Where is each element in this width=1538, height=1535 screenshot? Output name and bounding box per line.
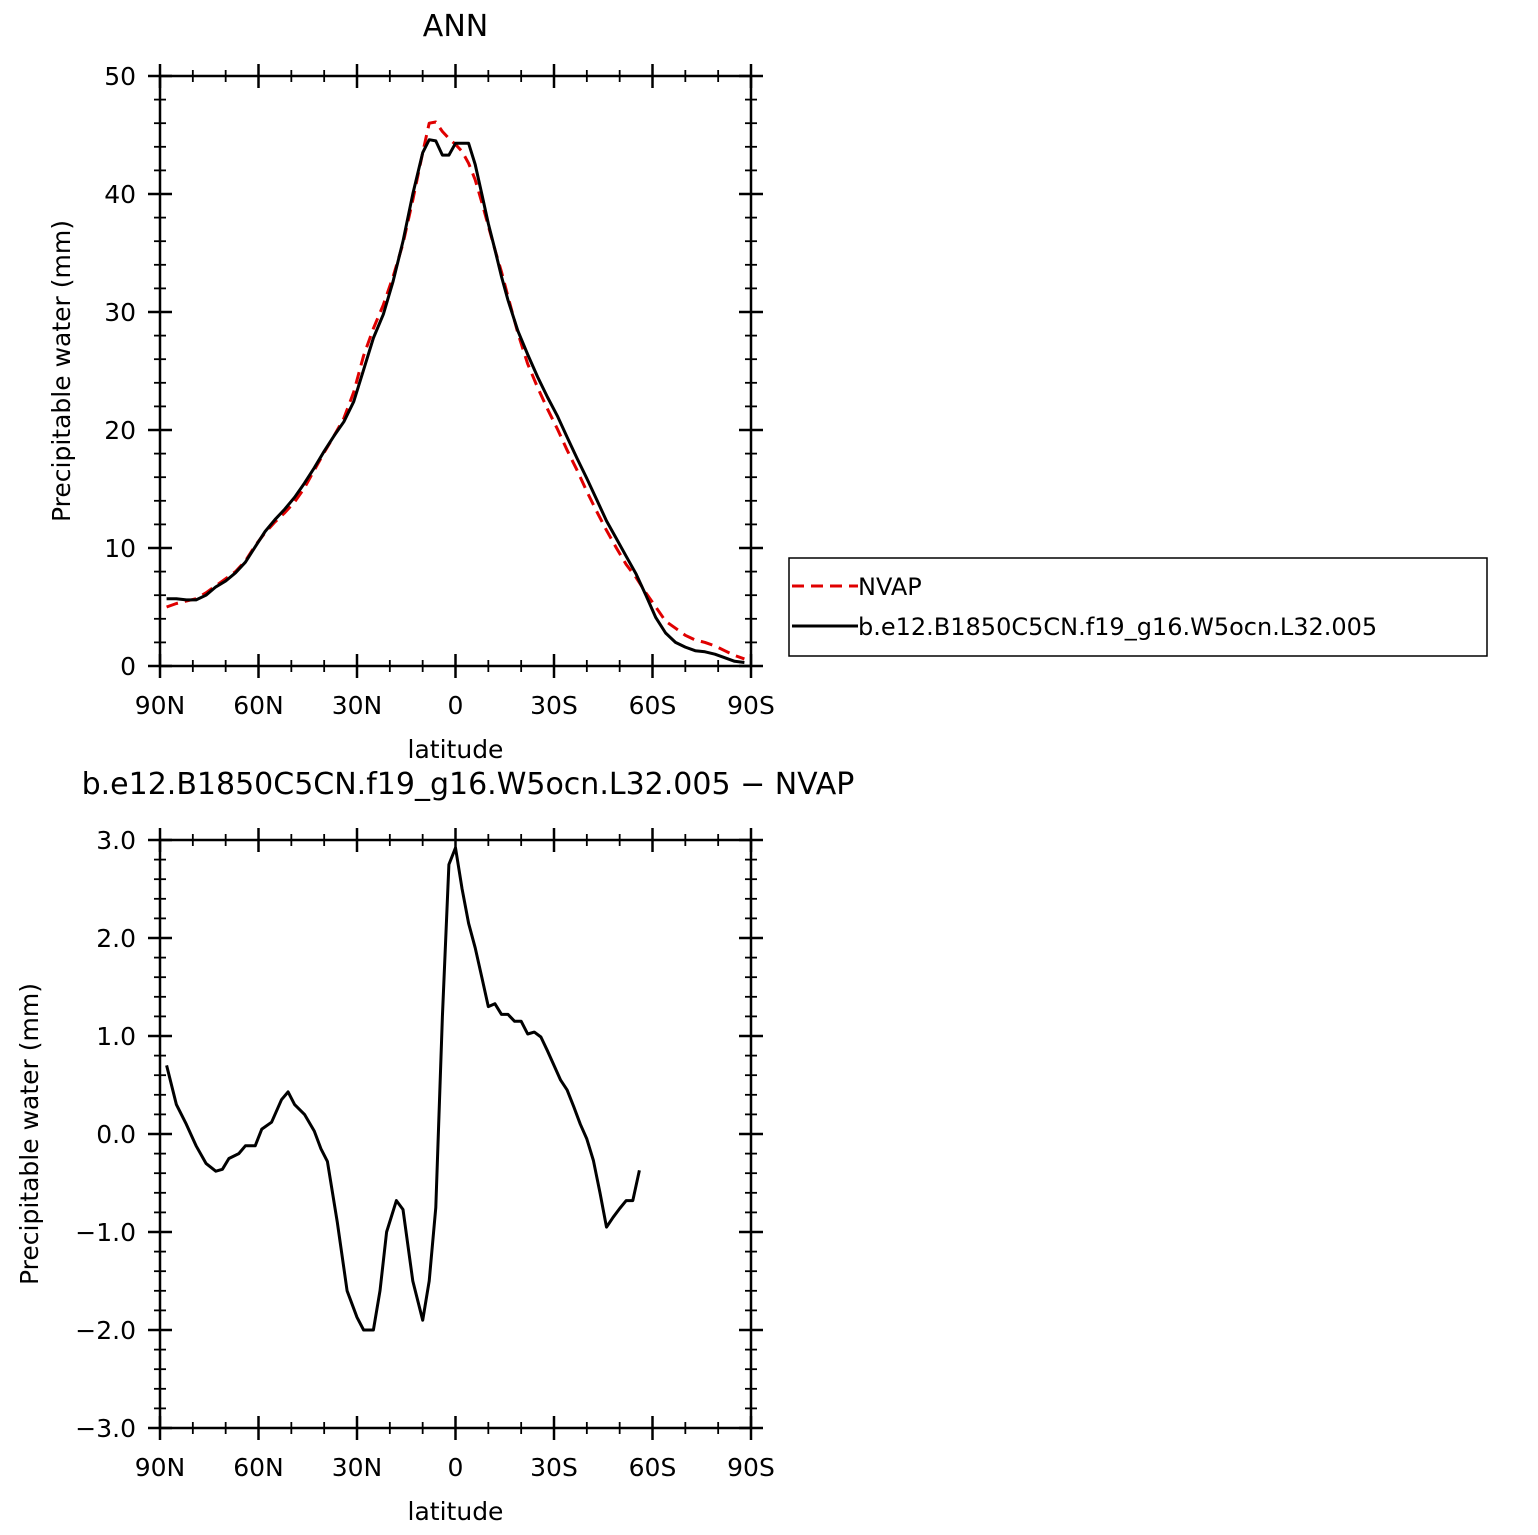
y-tick-label: −2.0 bbox=[75, 1316, 136, 1345]
y-axis-label: Precipitable water (mm) bbox=[47, 220, 76, 522]
x-tick-label: 60N bbox=[233, 691, 284, 720]
x-tick-label: 0 bbox=[448, 691, 464, 720]
x-tick-label: 90N bbox=[135, 1453, 186, 1482]
x-tick-label: 90N bbox=[135, 691, 186, 720]
series-nvap-line bbox=[166, 120, 745, 661]
x-tick-label: 90S bbox=[727, 691, 775, 720]
x-tick-label: 30N bbox=[332, 691, 383, 720]
y-tick-label: 0 bbox=[120, 652, 136, 681]
legend-box bbox=[788, 557, 1488, 657]
y-axis-label: Precipitable water (mm) bbox=[15, 983, 44, 1285]
bottom-chart-panel: b.e12.B1850C5CN.f19_g16.W5ocn.L32.005 − … bbox=[15, 767, 854, 1526]
legend-label-model: b.e12.B1850C5CN.f19_g16.W5ocn.L32.005 bbox=[858, 613, 1377, 641]
x-axis-label: latitude bbox=[408, 1497, 504, 1526]
x-tick-label: 30S bbox=[530, 691, 578, 720]
y-tick-label: 2.0 bbox=[96, 924, 136, 953]
y-tick-label: 1.0 bbox=[96, 1022, 136, 1051]
x-tick-label: 0 bbox=[448, 1453, 464, 1482]
x-tick-label: 60S bbox=[629, 1453, 677, 1482]
y-tick-label: −1.0 bbox=[75, 1218, 136, 1247]
legend: NVAP b.e12.B1850C5CN.f19_g16.W5ocn.L32.00… bbox=[788, 557, 1488, 657]
y-tick-label: 0.0 bbox=[96, 1120, 136, 1149]
x-tick-label: 60S bbox=[629, 691, 677, 720]
x-axis-label: latitude bbox=[408, 735, 504, 764]
x-tick-label: 60N bbox=[233, 1453, 284, 1482]
chart-title: ANN bbox=[423, 9, 488, 44]
top-chart-panel: ANN 0 10 20 30 40 50 90N 60N 30N 0 30S 60S 90S latitud… bbox=[47, 9, 775, 764]
y-tick-label: 30 bbox=[104, 298, 136, 327]
x-tick-label: 30N bbox=[332, 1453, 383, 1482]
y-tick-label: 50 bbox=[104, 62, 136, 91]
x-tick-label: 90S bbox=[727, 1453, 775, 1482]
chart-title: b.e12.B1850C5CN.f19_g16.W5ocn.L32.005 − … bbox=[82, 767, 855, 802]
y-tick-label: 3.0 bbox=[96, 826, 136, 855]
series-model-line bbox=[166, 138, 745, 664]
legend-label-nvap: NVAP bbox=[858, 573, 922, 601]
y-tick-label: 40 bbox=[104, 180, 136, 209]
y-tick-label: 20 bbox=[104, 416, 136, 445]
plot-frame bbox=[158, 74, 753, 668]
x-tick-label: 30S bbox=[530, 1453, 578, 1482]
difference-series-line bbox=[165, 846, 641, 1332]
plot-frame bbox=[158, 838, 753, 1430]
y-tick-label: −3.0 bbox=[75, 1414, 136, 1443]
y-tick-label: 10 bbox=[104, 534, 136, 563]
